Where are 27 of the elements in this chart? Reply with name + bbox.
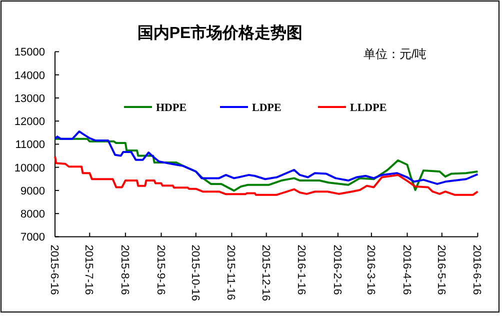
- y-tick-label: 9000: [20, 185, 45, 198]
- x-tick-label: 2016-5-16: [434, 244, 447, 295]
- y-tick-label: 13000: [14, 92, 45, 105]
- x-tick-label: 2016-3-16: [364, 244, 376, 295]
- y-tick-label: 12000: [14, 116, 45, 128]
- y-tick-label: 8000: [20, 208, 45, 221]
- legend-label: LDPE: [252, 102, 282, 114]
- x-tick-label: 2015-9-16: [154, 244, 166, 295]
- y-tick-label: 11000: [15, 139, 45, 152]
- chart-title: 国内PE市场价格走势图: [137, 24, 303, 42]
- y-tick-label: 15000: [14, 46, 45, 59]
- x-tick-label: 2015-6-16: [48, 244, 60, 295]
- annotation: 单位：元/吨: [363, 47, 427, 61]
- x-tick-label: 2016-2-16: [330, 244, 343, 295]
- x-tick-label: 2015-12-16: [259, 244, 272, 301]
- x-tick-label: 2015-10-16: [188, 244, 201, 301]
- y-tick-label: 14000: [14, 70, 45, 82]
- legend-label: LLDPE: [350, 102, 387, 114]
- x-tick-label: 2016-4-16: [400, 244, 412, 295]
- x-tick-label: 2016-6-16: [470, 244, 483, 295]
- x-tick-label: 2016-1-16: [295, 244, 308, 295]
- legend-label: HDPE: [156, 102, 187, 114]
- y-tick-label: 7000: [20, 232, 45, 244]
- x-tick-label: 2015-7-16: [82, 244, 95, 295]
- x-tick-label: 2015-11-16: [224, 244, 237, 300]
- x-tick-label: 2015-8-16: [118, 244, 130, 295]
- y-tick-label: 10000: [14, 162, 45, 174]
